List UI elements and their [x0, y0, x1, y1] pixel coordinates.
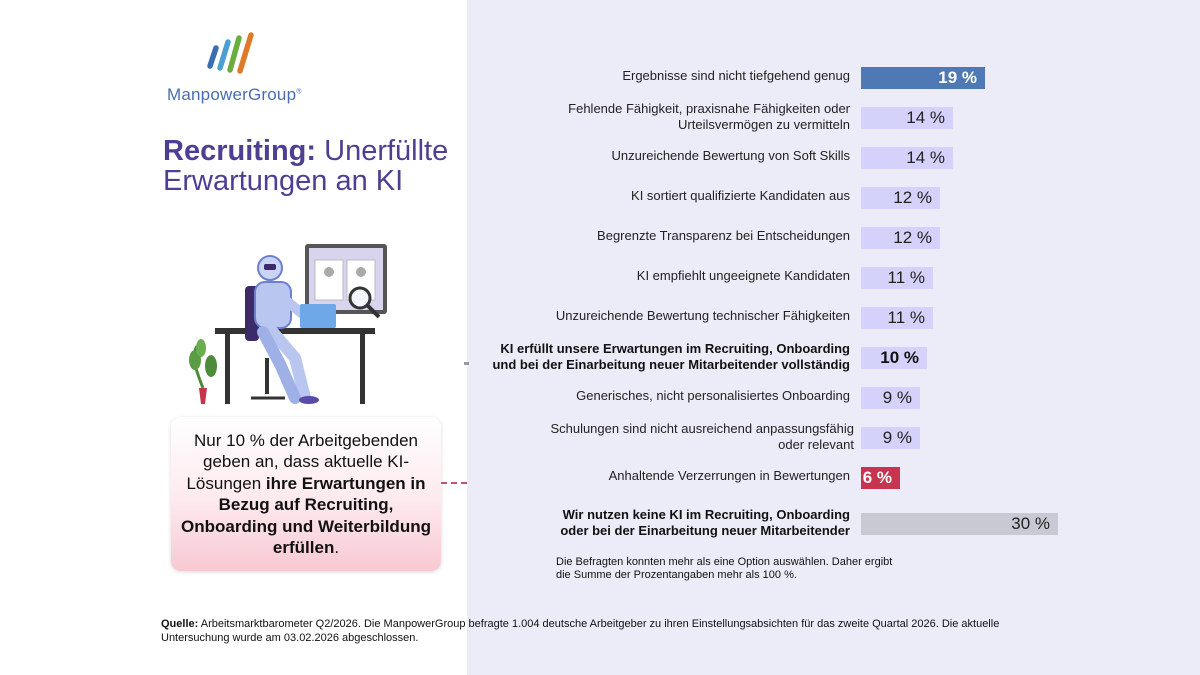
bar-value-label: 11 %	[887, 268, 926, 287]
footnote: Die Befragten konnten mehr als eine Opti…	[556, 556, 893, 581]
bar-9	[861, 427, 920, 449]
bar-10	[861, 467, 900, 489]
brand-name: ManpowerGroup®	[167, 85, 302, 104]
bar-category-label: Schulungen sind nicht ausreichend anpass…	[550, 421, 854, 452]
manpowergroup-logo-icon	[207, 32, 254, 74]
bar-6	[861, 307, 933, 329]
right-panel-background	[467, 0, 1200, 675]
page-title: Recruiting: Unerfüllte Erwartungen an KI	[163, 135, 449, 197]
bar-1	[861, 107, 953, 129]
bar-category-label: Unzureichende Bewertung von Soft Skills	[611, 148, 850, 163]
bar-7	[861, 347, 927, 369]
bar-category-label: Wir nutzen keine KI im Recruiting, Onboa…	[560, 507, 850, 538]
bar-category-label: Ergebnisse sind nicht tiefgehend genug	[622, 68, 850, 83]
bar-5	[861, 267, 933, 289]
bar-category-label: Fehlende Fähigkeit, praxisnahe Fähigkeit…	[568, 101, 850, 132]
bar-4	[861, 227, 940, 249]
bar-value-label: 14 %	[906, 148, 945, 167]
bar-category-label: KI erfüllt unsere Erwartungen im Recruit…	[492, 341, 850, 372]
bar-category-label: Unzureichende Bewertung technischer Fähi…	[555, 308, 850, 323]
bar-8	[861, 387, 920, 409]
bar-value-label: 9 %	[882, 388, 912, 407]
callout-connector-line	[441, 482, 467, 484]
bar-category-label: KI sortiert qualifizierte Kandidaten aus	[631, 188, 850, 203]
bar-category-label: KI empfiehlt ungeeignete Kandidaten	[636, 268, 850, 283]
bar-value-label: 19 %	[938, 68, 977, 87]
bar-value-label: 6 %	[862, 468, 892, 487]
bar-value-label: 10 %	[880, 348, 919, 367]
bar-category-label: Anhaltende Verzerrungen in Bewertungen	[608, 468, 850, 483]
bar-value-label: 30 %	[1011, 514, 1050, 533]
bar-category-label: Begrenzte Transparenz bei Entscheidungen	[597, 228, 850, 243]
bar-value-label: 12 %	[893, 188, 932, 207]
bar-2	[861, 147, 953, 169]
bar-3	[861, 187, 940, 209]
connector-marker	[464, 362, 469, 365]
bar-value-label: 14 %	[906, 108, 945, 127]
bar-0	[861, 67, 985, 89]
bar-value-label: 9 %	[882, 428, 912, 447]
robot-at-desk-illustration	[189, 244, 387, 404]
bar-11	[861, 513, 1058, 535]
source-note: Quelle: Arbeitsmarktbarometer Q2/2026. D…	[161, 618, 1000, 644]
bar-value-label: 12 %	[893, 228, 932, 247]
bar-value-label: 11 %	[887, 308, 926, 327]
bar-category-label: Generisches, nicht personalisiertes Onbo…	[576, 388, 850, 403]
key-finding-callout: Nur 10 % der Arbeitgebenden geben an, da…	[171, 417, 441, 571]
